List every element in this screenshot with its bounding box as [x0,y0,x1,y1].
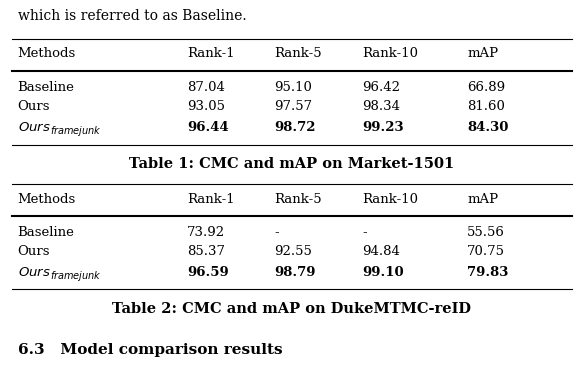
Text: 98.79: 98.79 [274,266,316,279]
Text: 94.84: 94.84 [362,245,400,257]
Text: 97.57: 97.57 [274,100,312,112]
Text: 96.42: 96.42 [362,81,400,94]
Text: Rank-10: Rank-10 [362,193,418,205]
Text: 95.10: 95.10 [274,81,312,94]
Text: 70.75: 70.75 [467,245,505,257]
Text: Table 1: CMC and mAP on Market-1501: Table 1: CMC and mAP on Market-1501 [130,157,454,171]
Text: Rank-5: Rank-5 [274,48,322,60]
Text: -: - [362,226,367,239]
Text: 66.89: 66.89 [467,81,505,94]
Text: mAP: mAP [467,193,498,205]
Text: Rank-1: Rank-1 [187,48,235,60]
Text: 98.34: 98.34 [362,100,400,112]
Text: 55.56: 55.56 [467,226,505,239]
Text: $\mathit{framejunk}$: $\mathit{framejunk}$ [50,124,102,138]
Text: Ours: Ours [18,245,50,257]
Text: Table 2: CMC and mAP on DukeMTMC-reID: Table 2: CMC and mAP on DukeMTMC-reID [113,302,471,316]
Text: which is referred to as Baseline.: which is referred to as Baseline. [18,9,246,23]
Text: 87.04: 87.04 [187,81,225,94]
Text: 99.10: 99.10 [362,266,404,279]
Text: 96.59: 96.59 [187,266,228,279]
Text: 73.92: 73.92 [187,226,225,239]
Text: Methods: Methods [18,48,76,60]
Text: $\mathit{Ours}$: $\mathit{Ours}$ [18,266,50,279]
Text: Ours: Ours [18,100,50,112]
Text: Rank-5: Rank-5 [274,193,322,205]
Text: 6.3   Model comparison results: 6.3 Model comparison results [18,343,282,357]
Text: Baseline: Baseline [18,226,74,239]
Text: 85.37: 85.37 [187,245,225,257]
Text: 96.44: 96.44 [187,121,228,134]
Text: mAP: mAP [467,48,498,60]
Text: 81.60: 81.60 [467,100,505,112]
Text: -: - [274,226,279,239]
Text: 98.72: 98.72 [274,121,316,134]
Text: 93.05: 93.05 [187,100,225,112]
Text: 99.23: 99.23 [362,121,404,134]
Text: $\mathit{framejunk}$: $\mathit{framejunk}$ [50,269,102,283]
Text: Methods: Methods [18,193,76,205]
Text: Rank-10: Rank-10 [362,48,418,60]
Text: 92.55: 92.55 [274,245,312,257]
Text: $\mathit{Ours}$: $\mathit{Ours}$ [18,121,50,134]
Text: 79.83: 79.83 [467,266,509,279]
Text: Baseline: Baseline [18,81,74,94]
Text: Rank-1: Rank-1 [187,193,235,205]
Text: 84.30: 84.30 [467,121,509,134]
